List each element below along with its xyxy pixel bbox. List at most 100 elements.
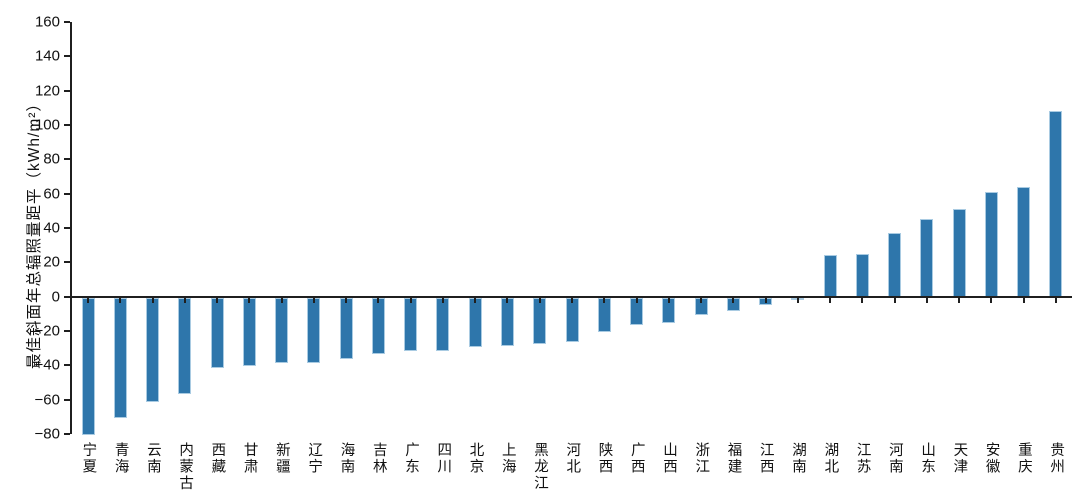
x-tick-label: 广西	[628, 442, 645, 475]
x-axis-tick	[700, 297, 703, 303]
x-axis-zero-line	[70, 295, 1072, 298]
bar-湖北	[823, 255, 837, 297]
y-axis-tick	[64, 227, 70, 229]
x-tick-label: 辽宁	[306, 442, 323, 475]
x-tick-label: 新疆	[273, 442, 290, 475]
bar-西藏	[210, 297, 224, 369]
y-tick-label: −20	[34, 322, 60, 340]
y-axis-tick	[64, 21, 70, 23]
y-tick-label: 0	[51, 288, 60, 306]
y-tick-label: 60	[43, 185, 60, 203]
bar-江苏	[855, 253, 869, 297]
x-axis-tick	[764, 297, 767, 303]
bar-黑龙江	[533, 297, 547, 344]
x-tick-label: 海南	[338, 442, 355, 475]
x-axis-tick	[474, 297, 477, 303]
x-tick-label: 上海	[499, 442, 516, 475]
x-tick-label: 吉林	[370, 442, 387, 475]
bar-河北	[565, 297, 579, 343]
x-axis-tick	[861, 297, 864, 303]
x-tick-label: 重庆	[1015, 442, 1032, 475]
x-axis-tick	[506, 297, 509, 303]
x-tick-label: 安徽	[983, 442, 1000, 475]
y-axis-tick	[64, 364, 70, 367]
x-axis-tick	[1054, 297, 1057, 303]
y-axis-tick	[64, 433, 70, 435]
y-tick-label: 160	[34, 13, 60, 31]
bar-内蒙古	[178, 297, 192, 394]
bar-北京	[468, 297, 482, 348]
x-axis-tick	[345, 297, 348, 303]
x-tick-label: 北京	[467, 442, 484, 475]
y-tick-label: −80	[34, 425, 60, 443]
x-axis-tick	[312, 297, 315, 303]
x-axis-tick	[571, 297, 573, 303]
bar-甘肃	[242, 297, 256, 367]
x-axis-tick	[829, 297, 832, 303]
y-axis-tick	[64, 124, 70, 126]
y-tick-label: −40	[34, 356, 60, 374]
bar-四川	[436, 297, 450, 351]
x-axis-tick	[409, 297, 412, 303]
bar-广东	[404, 297, 418, 351]
bar-青海	[113, 297, 127, 418]
x-tick-label: 福建	[725, 442, 742, 475]
y-tick-label: 100	[34, 116, 60, 134]
x-axis-tick	[280, 297, 283, 303]
x-axis-tick	[216, 297, 219, 303]
y-axis-tick	[64, 89, 70, 92]
x-axis-tick	[796, 297, 799, 303]
y-axis-tick	[64, 398, 70, 401]
y-axis-tick	[64, 330, 70, 332]
x-tick-label: 甘肃	[241, 442, 258, 475]
y-tick-label: 20	[43, 253, 60, 271]
x-tick-label: 湖南	[790, 442, 807, 475]
bar-天津	[952, 209, 966, 297]
x-tick-label: 河北	[564, 442, 581, 475]
bar-重庆	[1017, 186, 1031, 297]
x-axis-tick	[893, 297, 896, 303]
bar-陕西	[597, 297, 611, 332]
bar-河南	[888, 233, 902, 297]
y-axis-line	[70, 22, 72, 434]
x-axis-tick	[151, 297, 154, 303]
bar-海南	[339, 297, 353, 360]
x-tick-label: 陕西	[596, 442, 613, 475]
x-axis-tick	[87, 297, 90, 303]
y-tick-label: 120	[34, 82, 60, 100]
x-tick-label: 浙江	[693, 442, 710, 475]
y-tick-label: 80	[43, 150, 60, 168]
x-axis-tick	[183, 297, 186, 303]
y-tick-label: 140	[34, 47, 60, 65]
x-axis-tick	[990, 297, 993, 303]
x-tick-label: 江苏	[854, 442, 871, 475]
y-axis-tick	[64, 55, 70, 58]
y-axis-tick	[64, 295, 70, 298]
x-tick-label: 天津	[951, 442, 968, 475]
x-tick-label: 山西	[661, 442, 678, 475]
x-tick-label: 西藏	[209, 442, 226, 475]
x-tick-label: 广东	[402, 442, 419, 475]
x-tick-label: 湖北	[822, 442, 839, 475]
bar-山东	[920, 219, 934, 297]
x-axis-tick	[635, 297, 638, 303]
x-tick-label: 山东	[919, 442, 936, 475]
plot-area: 160 140 120 100 80 60 40 20 0 −20 −40 −60 −80 宁夏 青海 云南内…	[35, 14, 1072, 492]
x-axis-tick	[538, 297, 541, 303]
y-tick-label: 40	[43, 219, 60, 237]
x-tick-label: 宁夏	[80, 442, 97, 475]
bar-上海	[500, 297, 514, 346]
x-tick-label: 黑龙江	[531, 442, 548, 492]
y-tick-label: −60	[34, 391, 60, 409]
bar-吉林	[371, 297, 385, 355]
x-axis-tick	[441, 297, 444, 303]
bar-辽宁	[307, 297, 321, 363]
x-axis-tick	[667, 297, 670, 303]
bar-贵州	[1049, 111, 1063, 297]
x-tick-label: 河南	[886, 442, 903, 475]
bar-云南	[146, 297, 160, 403]
x-tick-label: 青海	[112, 442, 129, 475]
x-tick-label: 云南	[144, 442, 161, 475]
x-axis-tick	[248, 297, 251, 303]
